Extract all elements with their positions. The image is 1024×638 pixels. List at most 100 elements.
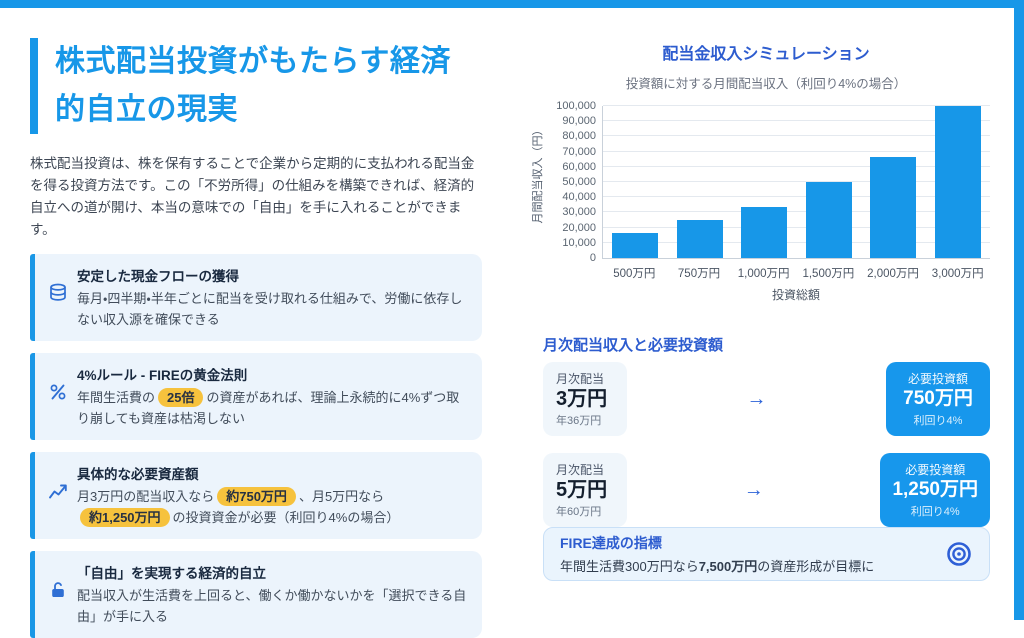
feature-card-freedom: 「自由」を実現する経済的自立 配当収入が生活費を上回ると、働くか働かないかを「選… [30, 550, 482, 638]
feature-text: 毎月・四半期・半年ごとに配当を受け取れる仕組みで、労働に依存しない収入源を確保で… [77, 290, 463, 327]
fire-goal-box: FIRE達成の指標 年間生活費300万円なら7,500万円の資産形成が目標に [543, 527, 990, 581]
fire-box-title: FIRE達成の指標 [560, 535, 662, 551]
left-column: 株式配当投資がもたらす経済 的自立の現実 株式配当投資は、株を保有することで企業… [30, 38, 482, 638]
y-tick-label: 70,000 [562, 145, 596, 158]
gridline [603, 105, 990, 106]
feature-text-segment: の資産があれば、理論上永続的に4%ずつ取り崩しても資産は枯渇しない [77, 389, 460, 426]
unlock-icon [48, 580, 68, 600]
investment-label: 必要投資額 [907, 372, 968, 387]
y-tick-label: 90,000 [562, 115, 596, 128]
y-tick-label: 20,000 [562, 221, 596, 234]
y-tick-label: 30,000 [562, 206, 596, 219]
monthly-section-heading: 月次配当収入と必要投資額 [543, 337, 724, 354]
highlight-1250man: 約1,250万円 [80, 507, 170, 528]
page-title-line2: 的自立の現実 [55, 93, 238, 126]
feature-text-segment: 年間生活費の [77, 389, 156, 405]
feature-text: 月3万円の配当収入なら 約750万円 、月5万円なら約1,250万円 の投資資金が必要… [77, 486, 468, 528]
y-tick-label: 50,000 [562, 176, 596, 188]
intro-paragraph: 株式配当投資は、株を保有することで企業から定期的に支払われる配当金を得る投資方法… [30, 156, 475, 238]
x-tick-label: 750万円 [677, 268, 721, 280]
gridline [603, 196, 990, 198]
right-accent-bar [1014, 0, 1024, 620]
bar [934, 106, 981, 258]
dividend-simulation-chart: 月間配当収入（円） 0 10,000 20,000 30,000 40,000 50,00… [528, 98, 992, 303]
dividend-amount: 5万円 [556, 479, 608, 501]
top-accent-bar [0, 0, 1024, 8]
x-tick-label: 3,000万円 [931, 268, 984, 280]
dividend-label: 月次配当 [556, 463, 605, 477]
x-tick-label: 2,000万円 [867, 268, 919, 280]
chart-bars [603, 106, 990, 258]
dividend-label: 月次配当 [556, 372, 605, 386]
highlight-25x: 25倍 [158, 387, 204, 408]
feature-text: 年間生活費の 25倍 の資産があれば、理論上永続的に4%ずつ取り崩しても資産は枯渇し… [77, 387, 468, 429]
dividend-annual: 年60万円 [556, 506, 602, 518]
feature-card-4percent-rule: 4%ルール - FIREの黄金法則 年間生活費の 25倍 の資産があれば、理論上永続… [30, 352, 482, 440]
feature-title: 具体的な必要資産額 [77, 466, 199, 482]
feature-text: 配当収入が生活費を上回ると、働くか働かないかを「選択できる自由」が手に入る [77, 587, 467, 624]
dividend-annual: 年36万円 [556, 415, 602, 427]
bar [676, 220, 723, 258]
dividend-amount: 3万円 [556, 388, 608, 410]
investment-yield: 利回り4% [913, 414, 963, 427]
arrow-right-icon: → [746, 387, 767, 410]
feature-text-segment: 、月5万円なら [298, 488, 385, 504]
monthly-dividend-card: 月次配当 3万円 年36万円 [543, 362, 627, 436]
y-tick-label: 10,000 [562, 236, 596, 249]
feature-text-segment: の投資資金が必要（利回り4%の場合） [172, 509, 400, 525]
feature-card-required-assets: 具体的な必要資産額 月3万円の配当収入なら 約750万円 、月5万円なら約1,250… [30, 451, 482, 539]
page-title-line1: 株式配当投資がもたらす経済 [55, 45, 451, 78]
y-tick-label: 0 [589, 252, 596, 264]
feature-title: 「自由」を実現する経済的自立 [77, 565, 266, 581]
monthly-dividend-card: 月次配当 5万円 年60万円 [543, 453, 627, 527]
bar [741, 207, 788, 258]
arrow-right-icon: → [743, 478, 764, 501]
investment-amount: 750万円 [903, 388, 973, 410]
coins-icon [48, 283, 68, 303]
chart-header: 配当金収入シミュレーション 投資額に対する月間配当収入（利回り4%の場合） [540, 40, 992, 92]
y-tick-label: 40,000 [562, 191, 596, 204]
x-axis-title: 投資総額 [771, 288, 820, 302]
chart-subtitle: 投資額に対する月間配当収入（利回り4%の場合） [625, 77, 907, 91]
monthly-row: 月次配当 3万円 年36万円 → 必要投資額 750万円 利回り4% [543, 362, 990, 436]
investment-yield: 利回り4% [910, 505, 960, 518]
feature-title: 安定した現金フローの獲得 [77, 268, 239, 284]
fire-emphasis: 7,500万円 [698, 559, 758, 574]
y-tick-label: 100,000 [556, 100, 596, 112]
percent-icon [48, 382, 68, 402]
fire-box-text: 年間生活費300万円なら7,500万円の資産形成が目標に [560, 556, 933, 575]
gridline [603, 150, 990, 152]
x-tick-label: 500万円 [613, 268, 656, 280]
bar [805, 182, 852, 258]
fire-text-segment: の資産形成が目標に [757, 559, 875, 574]
required-investment-card: 必要投資額 1,250万円 利回り4% [880, 453, 990, 527]
gridline [603, 211, 990, 213]
fire-text-wrap: FIRE達成の指標 年間生活費300万円なら7,500万円の資産形成が目標に [560, 533, 933, 575]
bar [612, 232, 659, 258]
chart-title: 配当金収入シミュレーション [662, 46, 870, 63]
feature-title: 4%ルール - FIREの黄金法則 [77, 367, 248, 383]
feature-text-segment: 月3万円の配当収入なら [77, 488, 215, 504]
feature-card-cash-flow: 安定した現金フローの獲得 毎月・四半期・半年ごとに配当を受け取れる仕組みで、労働… [30, 253, 482, 341]
chart-plot: 0 10,000 20,000 30,000 40,000 50,000 60,000 70,… [556, 100, 990, 264]
gridline [603, 120, 990, 122]
fire-text-segment: 年間生活費300万円なら [560, 559, 699, 574]
monthly-row: 月次配当 5万円 年60万円 → 必要投資額 1,250万円 利回り4% [543, 453, 990, 527]
chart-line-icon [48, 481, 68, 501]
x-tick-label: 1,000万円 [737, 268, 790, 280]
chart-xlabels: 500万円 750万円 1,000万円 1,500万円 2,000万円 3,000万円 [602, 265, 990, 281]
x-tick-label: 1,500万円 [802, 268, 855, 280]
highlight-750man: 約750万円 [217, 486, 296, 507]
y-axis-label: 月間配当収入（円） [532, 124, 544, 224]
investment-amount: 1,250万円 [892, 479, 978, 501]
gridline [603, 226, 990, 228]
investment-label: 必要投資額 [905, 463, 966, 478]
y-tick-label: 80,000 [562, 130, 596, 143]
gridline [603, 165, 990, 167]
y-tick-label: 60,000 [562, 160, 596, 173]
page-title: 株式配当投資がもたらす経済 的自立の現実 [30, 38, 482, 134]
monthly-rows: 月次配当 3万円 年36万円 → 必要投資額 750万円 利回り4% 月次配当 … [543, 362, 990, 544]
bar [870, 156, 917, 258]
target-icon [945, 540, 973, 568]
gridline [603, 135, 990, 137]
